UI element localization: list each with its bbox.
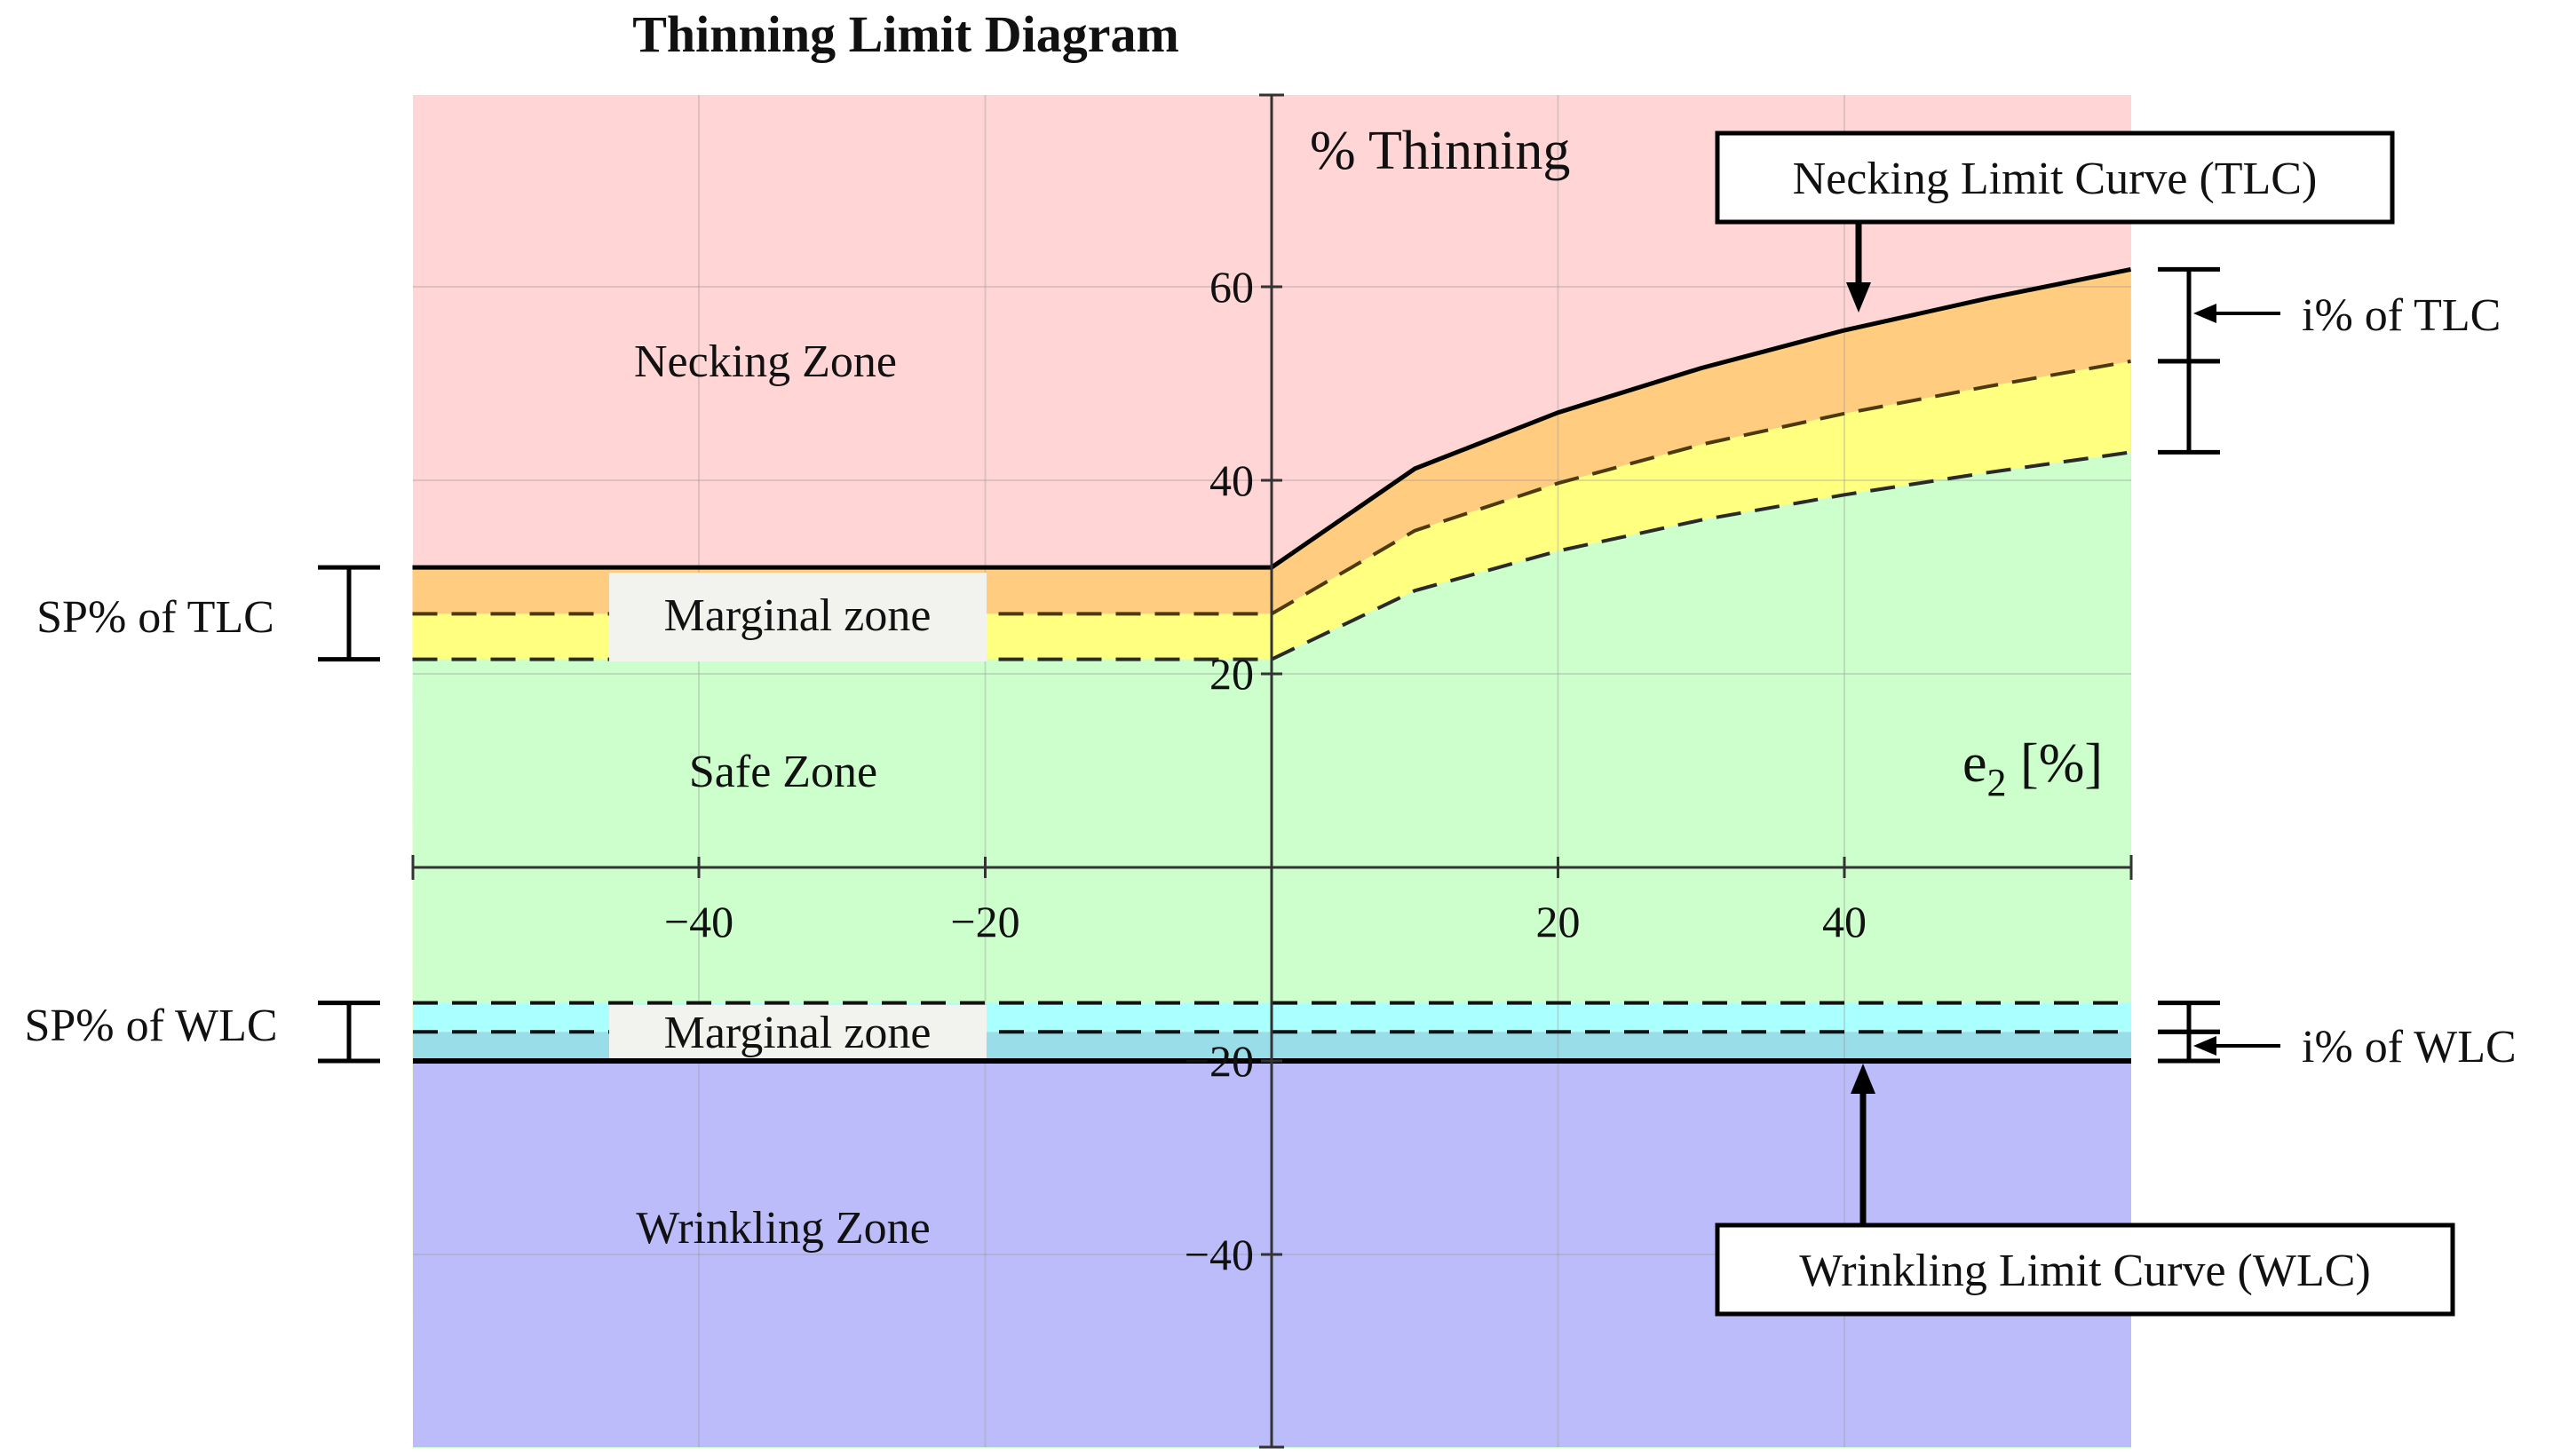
right-annotations: i% of TLC i% of WLC [2302,290,2517,1072]
x-tick-label: 40 [1822,897,1867,946]
sp-wlc-right-bracket [2158,1001,2220,1034]
left-annotations: SP% of TLC SP% of WLC [24,592,277,1051]
x-tick-label: 20 [1536,897,1581,946]
marginal-label-box-bottom [609,1005,987,1058]
i-tlc-arrow [2193,304,2280,323]
y-tick-label: −20 [1185,1036,1254,1086]
zone-label-necking: Necking Zone [634,336,897,387]
i-tlc-arrow-head [2193,304,2216,323]
tlc-callout-box [1715,131,2395,225]
i-wlc-arrow-head [2193,1036,2216,1056]
x-tick-label: −20 [950,897,1019,946]
zone-label-marginal-top: Marginal zone [664,590,932,641]
zone-label-marginal-bottom: Marginal zone [664,1008,932,1058]
tlc-callout-label: Necking Limit Curve (TLC) [1793,154,2318,204]
wlc-callout: Wrinkling Limit Curve (WLC) [1715,1064,2455,1317]
zone-label-safe: Safe Zone [689,747,877,797]
y-axis-title: % Thinning [1310,121,1570,181]
tlc-safe-curve [412,450,2131,661]
marginal-label-box-top [609,573,987,661]
sp-wlc-bracket [318,1001,380,1064]
i-wlc-arrow [2193,1036,2280,1056]
i-wlc-label: i% of WLC [2302,1022,2517,1072]
sp-tlc-label: SP% of TLC [36,592,274,643]
tlc-curve [412,266,2131,570]
x-axis-title: e2 [%] [1962,733,2103,804]
sp-tlc-right-bracket [2158,359,2220,455]
sp-tlc-bracket [318,565,380,662]
chart-title: Thinning Limit Diagram [632,5,1179,63]
y-tick-label: −40 [1185,1230,1254,1279]
i-tlc-label: i% of TLC [2302,290,2501,341]
y-tick-label: 40 [1209,455,1254,505]
tlc-callout: Necking Limit Curve (TLC) [1715,131,2395,313]
y-tick-label: 60 [1209,262,1254,312]
brackets-layer [318,266,2280,1064]
tlc-callout-arrowhead [1846,282,1871,313]
sp-wlc-label: SP% of WLC [24,1001,277,1051]
i-wlc-bracket [2158,1029,2220,1064]
zone-label-wrinkling: Wrinkling Zone [636,1203,931,1254]
x-tick-label: −40 [664,897,733,946]
y-tick-label: 20 [1209,649,1254,699]
wlc-callout-arrowhead [1851,1064,1875,1094]
wlc-callout-box [1715,1223,2455,1317]
axes-layer: −40 −20 20 40 60 40 20 −20 −40 [411,93,2133,1449]
wlc-callout-label: Wrinkling Limit Curve (WLC) [1799,1246,2370,1296]
